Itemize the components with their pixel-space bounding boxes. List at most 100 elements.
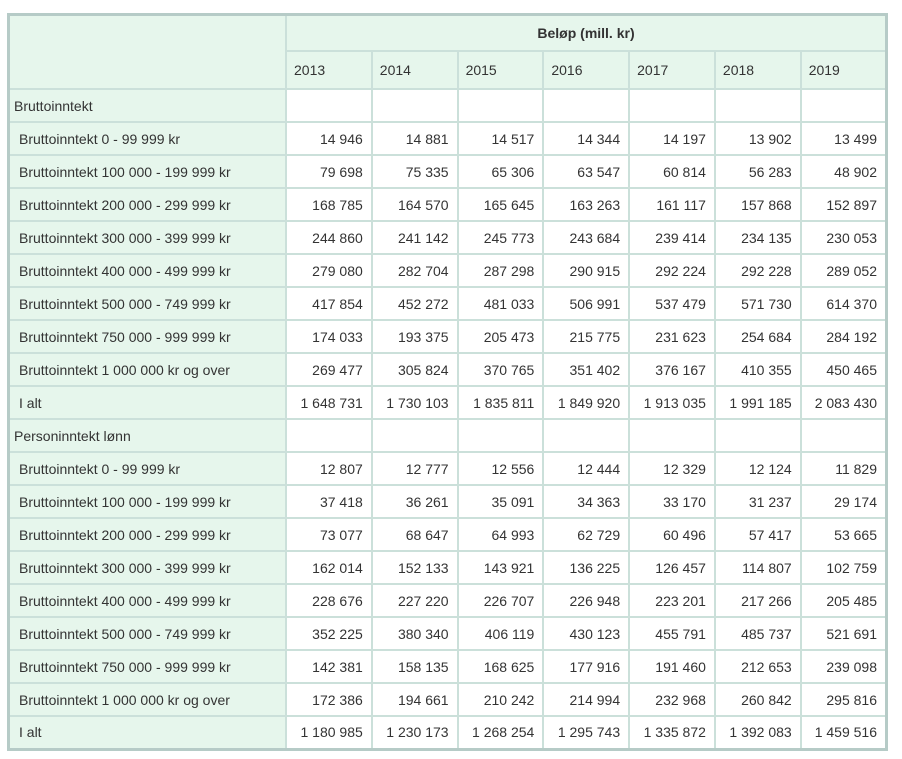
- value-cell: 351 402: [542, 352, 631, 387]
- data-row: I alt 1 180 985 1 230 173 1 268 254 1 295 74…: [7, 715, 888, 750]
- value-cell: 191 460: [628, 649, 716, 684]
- value-cell: 163 263: [542, 187, 631, 222]
- value-cell: 60 814: [628, 154, 716, 189]
- data-row: Bruttoinntekt 200 000 - 299 999 kr 73 077…: [7, 517, 888, 552]
- row-label: Bruttoinntekt 0 - 99 999 kr: [7, 451, 287, 486]
- row-label: I alt: [7, 385, 287, 420]
- value-cell: 161 117: [628, 187, 716, 222]
- empty-cell: [713, 88, 802, 123]
- value-cell: 226 948: [542, 583, 631, 618]
- value-cell: 37 418: [285, 484, 373, 519]
- column-header-year: 2014: [370, 50, 459, 90]
- value-cell: 614 370: [799, 286, 888, 321]
- value-cell: 102 759: [799, 550, 888, 585]
- value-cell: 35 091: [456, 484, 545, 519]
- column-header-year: 2015: [456, 50, 545, 90]
- value-cell: 1 180 985: [285, 715, 373, 750]
- row-label: Bruttoinntekt 750 000 - 999 999 kr: [7, 319, 287, 354]
- value-cell: 2 083 430: [799, 385, 888, 420]
- value-cell: 254 684: [713, 319, 802, 354]
- data-row: Bruttoinntekt 300 000 - 399 999 kr 162 01…: [7, 550, 888, 585]
- row-label: Bruttoinntekt 100 000 - 199 999 kr: [7, 154, 287, 189]
- row-label: Bruttoinntekt 300 000 - 399 999 kr: [7, 220, 287, 255]
- value-cell: 1 991 185: [713, 385, 802, 420]
- value-cell: 284 192: [799, 319, 888, 354]
- value-cell: 450 465: [799, 352, 888, 387]
- value-cell: 282 704: [370, 253, 459, 288]
- value-cell: 1 335 872: [628, 715, 716, 750]
- value-cell: 1 392 083: [713, 715, 802, 750]
- value-cell: 241 142: [370, 220, 459, 255]
- value-cell: 60 496: [628, 517, 716, 552]
- section-header-row: Personinntekt lønn: [7, 418, 888, 453]
- value-cell: 417 854: [285, 286, 373, 321]
- value-cell: 215 775: [542, 319, 631, 354]
- value-cell: 13 499: [799, 121, 888, 156]
- value-cell: 245 773: [456, 220, 545, 255]
- empty-cell: [713, 418, 802, 453]
- value-cell: 157 868: [713, 187, 802, 222]
- value-cell: 217 266: [713, 583, 802, 618]
- value-cell: 260 842: [713, 682, 802, 717]
- value-cell: 142 381: [285, 649, 373, 684]
- value-cell: 223 201: [628, 583, 716, 618]
- row-label: I alt: [7, 715, 287, 750]
- year-header-row: 2013 2014 2015 2016 2017 2018 2019: [9, 50, 888, 90]
- value-cell: 1 648 731: [285, 385, 373, 420]
- value-cell: 243 684: [542, 220, 631, 255]
- value-cell: 1 268 254: [456, 715, 545, 750]
- value-cell: 36 261: [370, 484, 459, 519]
- statistics-table-container: Beløp (mill. kr) 2013 2014 2015 2016 2017 201…: [7, 13, 888, 751]
- row-label: Bruttoinntekt 0 - 99 999 kr: [7, 121, 287, 156]
- value-cell: 177 916: [542, 649, 631, 684]
- data-row: I alt 1 648 731 1 730 103 1 835 811 1 849 92…: [7, 385, 888, 420]
- data-row: Bruttoinntekt 200 000 - 299 999 kr 168 78…: [7, 187, 888, 222]
- value-cell: 455 791: [628, 616, 716, 651]
- value-cell: 143 921: [456, 550, 545, 585]
- value-cell: 53 665: [799, 517, 888, 552]
- empty-cell: [285, 418, 373, 453]
- data-row: Bruttoinntekt 0 - 99 999 kr 12 807 12 777 1…: [7, 451, 888, 486]
- row-label: Bruttoinntekt 500 000 - 749 999 kr: [7, 286, 287, 321]
- value-cell: 152 133: [370, 550, 459, 585]
- value-cell: 162 014: [285, 550, 373, 585]
- value-cell: 12 777: [370, 451, 459, 486]
- value-cell: 292 224: [628, 253, 716, 288]
- value-cell: 227 220: [370, 583, 459, 618]
- value-cell: 31 237: [713, 484, 802, 519]
- value-cell: 68 647: [370, 517, 459, 552]
- table-header: Beløp (mill. kr) 2013 2014 2015 2016 2017 201…: [7, 13, 888, 90]
- empty-cell: [628, 88, 716, 123]
- value-cell: 193 375: [370, 319, 459, 354]
- value-cell: 1 295 743: [542, 715, 631, 750]
- value-cell: 305 824: [370, 352, 459, 387]
- row-label: Bruttoinntekt 300 000 - 399 999 kr: [7, 550, 287, 585]
- section-label: Bruttoinntekt: [7, 88, 287, 123]
- value-cell: 63 547: [542, 154, 631, 189]
- value-cell: 289 052: [799, 253, 888, 288]
- value-cell: 521 691: [799, 616, 888, 651]
- value-cell: 380 340: [370, 616, 459, 651]
- value-cell: 62 729: [542, 517, 631, 552]
- value-cell: 571 730: [713, 286, 802, 321]
- value-cell: 158 135: [370, 649, 459, 684]
- data-row: Bruttoinntekt 400 000 - 499 999 kr 279 08…: [7, 253, 888, 288]
- value-cell: 212 653: [713, 649, 802, 684]
- value-cell: 481 033: [456, 286, 545, 321]
- value-cell: 14 881: [370, 121, 459, 156]
- unit-header: Beløp (mill. kr): [285, 13, 888, 52]
- value-cell: 168 785: [285, 187, 373, 222]
- value-cell: 56 283: [713, 154, 802, 189]
- value-cell: 279 080: [285, 253, 373, 288]
- value-cell: 1 849 920: [542, 385, 631, 420]
- value-cell: 75 335: [370, 154, 459, 189]
- empty-cell: [628, 418, 716, 453]
- value-cell: 205 485: [799, 583, 888, 618]
- value-cell: 29 174: [799, 484, 888, 519]
- data-row: Bruttoinntekt 1 000 000 kr og over 269 47…: [7, 352, 888, 387]
- value-cell: 136 225: [542, 550, 631, 585]
- value-cell: 210 242: [456, 682, 545, 717]
- value-cell: 230 053: [799, 220, 888, 255]
- value-cell: 73 077: [285, 517, 373, 552]
- data-row: Bruttoinntekt 500 000 - 749 999 kr 352 22…: [7, 616, 888, 651]
